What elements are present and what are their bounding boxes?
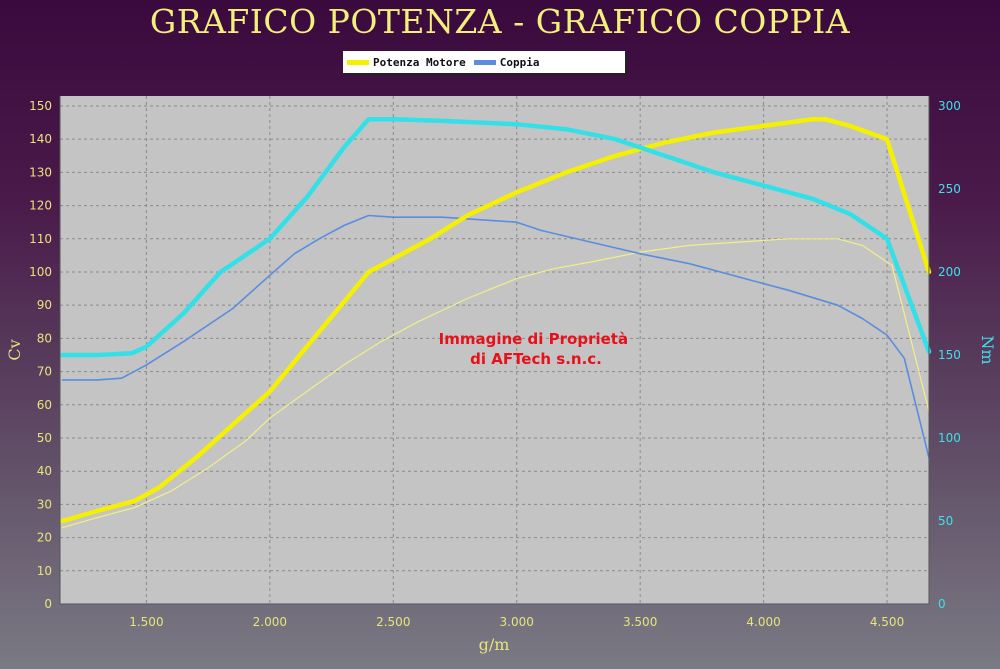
y-left-tick-label: 30 (37, 497, 52, 511)
y-left-tick-label: 40 (37, 464, 52, 478)
x-axis-label: g/m (479, 635, 510, 654)
y-right-tick-label: 100 (938, 431, 961, 445)
y-left-tick-label: 110 (29, 232, 52, 246)
y-left-tick-label: 100 (29, 265, 52, 279)
y-left-tick-label: 50 (37, 431, 52, 445)
y-right-tick-label: 50 (938, 514, 953, 528)
y-axis-label-right: Nm (978, 335, 997, 364)
legend-item-coppia: Coppia (473, 55, 540, 69)
x-tick-label: 4.000 (746, 615, 780, 629)
legend-item-potenza: Potenza Motore (347, 56, 466, 69)
legend-swatch-potenza (347, 59, 369, 65)
x-tick-label: 2.500 (376, 615, 410, 629)
y-left-tick-label: 130 (29, 165, 52, 179)
y-axis-label-left: Cv (5, 339, 24, 360)
y-right-tick-label: 250 (938, 182, 961, 196)
legend: Potenza Motore Coppia (343, 51, 627, 75)
y-left-tick-label: 90 (37, 298, 52, 312)
y-left-tick-label: 120 (29, 199, 52, 213)
y-left-tick-label: 140 (29, 132, 52, 146)
x-tick-label: 1.500 (129, 615, 163, 629)
y-left-tick-label: 150 (29, 99, 52, 113)
series-line-potenza-motore (60, 116, 932, 524)
y-left-tick-label: 20 (37, 531, 52, 545)
chart-title: GRAFICO POTENZA - GRAFICO COPPIA (149, 2, 851, 41)
series-line-potenza-secondary (61, 238, 930, 529)
y-right-tick-label: 0 (938, 597, 946, 611)
x-tick-label: 3.000 (500, 615, 534, 629)
y-right-tick-label: 300 (938, 99, 961, 113)
tick-labels: 0 10 20 30 40 50 60 70 80 90 100 110 120 130 140 150 0 50… (29, 99, 961, 629)
y-right-tick-label: 150 (938, 348, 961, 362)
x-tick-label: 3.500 (623, 615, 657, 629)
y-left-tick-label: 10 (37, 564, 52, 578)
series-line-coppia (60, 116, 932, 358)
y-left-tick-label: 70 (37, 365, 52, 379)
y-left-tick-label: 0 (44, 597, 52, 611)
series-layer (60, 116, 932, 529)
annotation-line-2: di AFTech s.n.c. (470, 350, 602, 368)
y-left-tick-label: 80 (37, 331, 52, 345)
y-left-tick-label: 60 (37, 398, 52, 412)
watermark-annotation: Immagine di Proprietà di AFTech s.n.c. (439, 330, 634, 368)
legend-swatch-coppia (473, 59, 496, 65)
x-tick-label: 2.000 (253, 615, 287, 629)
series-line-coppia-secondary (61, 214, 930, 459)
legend-label-potenza: Potenza Motore (373, 55, 466, 69)
grid-lines (60, 96, 929, 604)
y-right-tick-label: 200 (938, 265, 961, 279)
plot-area (60, 96, 929, 604)
x-tick-label: 4.500 (870, 615, 904, 629)
axis-layer (59, 96, 930, 605)
annotation-line-1: Immagine di Proprietà (439, 330, 628, 348)
legend-label-coppia: Coppia (499, 55, 540, 69)
